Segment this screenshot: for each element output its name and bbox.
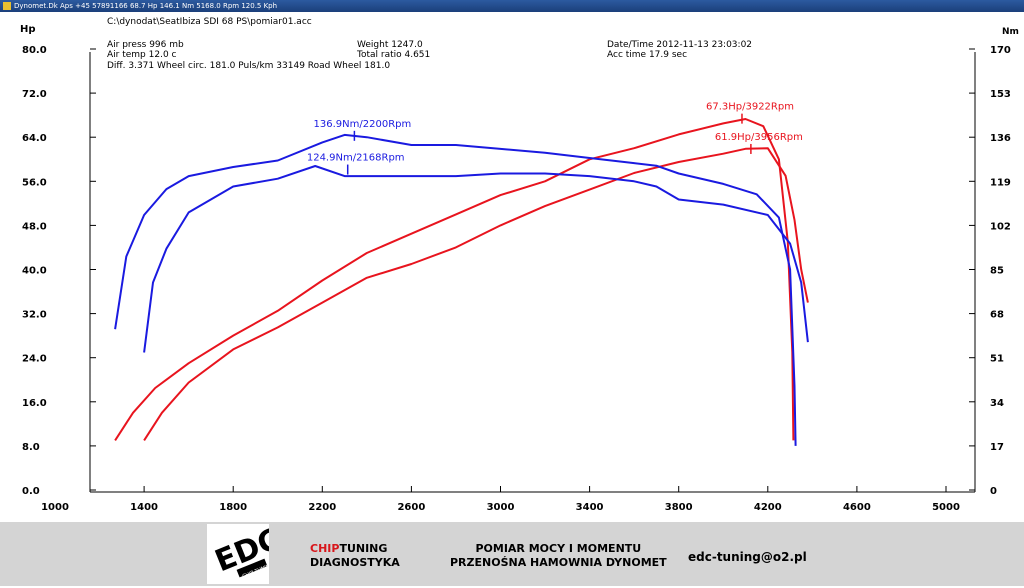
- x-tick-label: 3400: [576, 502, 604, 513]
- y-left-tick-label: 16.0: [22, 398, 47, 409]
- y-right-tick-label: 102: [990, 221, 1011, 232]
- brand-diagnostyka: DIAGNOSTYKA: [310, 556, 400, 569]
- dyno-chart: Hp Nm 0.0 8.0 16.0 24.0 32.0 40.0 48.0 56.0 64.0 72…: [0, 12, 1024, 522]
- app-icon: [3, 2, 11, 10]
- x-tick-label: 1400: [130, 502, 158, 513]
- run-info: C:\dynodat\SeatIbiza SDI 68 PS\pomiar01.…: [107, 17, 752, 71]
- service-line-2: PRZENOŚNA HAMOWNIA DYNOMET: [450, 556, 667, 569]
- y-left-tick-label: 48.0: [22, 221, 47, 232]
- y-right-tick-label: 153: [990, 89, 1011, 100]
- y-left-tick-label: 72.0: [22, 89, 47, 100]
- annotation-label: 67.3Hp/3922Rpm: [706, 102, 794, 113]
- y-left-tick-label: 8.0: [22, 442, 40, 453]
- y-right-tick-label: 51: [990, 354, 1004, 365]
- contact-email[interactable]: edc-tuning@o2.pl: [688, 550, 807, 564]
- y-left-tick-label: 0.0: [22, 486, 40, 497]
- y-right-tick-label: 17: [990, 442, 1004, 453]
- brand-text: CHIPTUNING DIAGNOSTYKA: [310, 542, 400, 570]
- x-tick-label: 5000: [932, 502, 960, 513]
- annotation-label: 124.9Nm/2168Rpm: [307, 153, 405, 164]
- torque-curve-4: [143, 165, 809, 353]
- y-left-tick-label: 24.0: [22, 354, 47, 365]
- total-ratio: Total ratio 4.651: [356, 50, 430, 60]
- service-line-1: POMIAR MOCY I MOMENTU: [475, 542, 642, 555]
- y-left-tick-label: 80.0: [22, 45, 47, 56]
- y-right-tick-label: 85: [990, 266, 1004, 277]
- edc-logo-mark: EDC CHIP TUNING: [210, 522, 286, 580]
- air-temp: Air temp 12.0 c: [107, 50, 177, 60]
- x-tick-label: 2200: [308, 502, 336, 513]
- power-curve-1: [114, 118, 795, 441]
- y-left-tick-label: 32.0: [22, 310, 47, 321]
- y-right-tick-label: 119: [990, 177, 1011, 188]
- window-title: Dynomet.Dk Aps +45 57891166 68.7 Hp 146.…: [14, 2, 278, 10]
- annotation-label: 136.9Nm/2200Rpm: [314, 119, 412, 130]
- brand-chip: CHIP: [310, 542, 340, 555]
- power-curve-2: [143, 147, 809, 441]
- y-left-tick-label: 40.0: [22, 266, 47, 277]
- annotation-label: 61.9Hp/3956Rpm: [715, 132, 803, 143]
- chart-svg: Hp Nm 0.0 8.0 16.0 24.0 32.0 40.0 48.0 56.0 64.0 72…: [20, 17, 1019, 513]
- x-tick-label: 3800: [665, 502, 693, 513]
- torque-curve-3: [114, 133, 797, 446]
- date-time: Date/Time 2012-11-13 23:03:02: [607, 40, 752, 50]
- axes: Hp Nm 0.0 8.0 16.0 24.0 32.0 40.0 48.0 56.0 64.0 72…: [20, 24, 1019, 513]
- weight: Weight 1247.0: [357, 40, 423, 50]
- diff-info: Diff. 3.371 Wheel circ. 181.0 Puls/km 33…: [107, 61, 390, 71]
- y-left-tick-label: 56.0: [22, 177, 47, 188]
- acc-time: Acc time 17.9 sec: [607, 50, 687, 60]
- y-left-tick-label: 64.0: [22, 133, 47, 144]
- x-tick-label: 2600: [397, 502, 425, 513]
- x-tick-label: 1000: [41, 502, 69, 513]
- y-right-tick-label: 34: [990, 398, 1004, 409]
- brand-tuning: TUNING: [339, 542, 388, 555]
- y-right-tick-label: 136: [990, 133, 1011, 144]
- footer-banner: EDC CHIP TUNING CHIPTUNING DIAGNOSTYKA P…: [0, 522, 1024, 586]
- x-tick-label: 1800: [219, 502, 247, 513]
- y-right-tick-label: 0: [990, 486, 997, 497]
- y-right-tick-label: 68: [990, 310, 1004, 321]
- x-tick-label: 3000: [487, 502, 515, 513]
- y-right-tick-label: 170: [990, 45, 1011, 56]
- edc-logo: EDC CHIP TUNING: [207, 522, 286, 584]
- y-left-label: Hp: [20, 24, 36, 35]
- window-titlebar: Dynomet.Dk Aps +45 57891166 68.7 Hp 146.…: [0, 0, 1024, 12]
- x-tick-label: 4200: [754, 502, 782, 513]
- annotations: 136.9Nm/2200Rpm 124.9Nm/2168Rpm 67.3Hp/392…: [307, 102, 803, 175]
- service-description: POMIAR MOCY I MOMENTU PRZENOŚNA HAMOWNIA…: [450, 542, 667, 570]
- y-right-label: Nm: [1002, 27, 1019, 37]
- air-press: Air press 996 mb: [107, 40, 184, 50]
- series-group: [114, 118, 809, 446]
- x-tick-label: 4600: [843, 502, 871, 513]
- file-path: C:\dynodat\SeatIbiza SDI 68 PS\pomiar01.…: [107, 17, 312, 27]
